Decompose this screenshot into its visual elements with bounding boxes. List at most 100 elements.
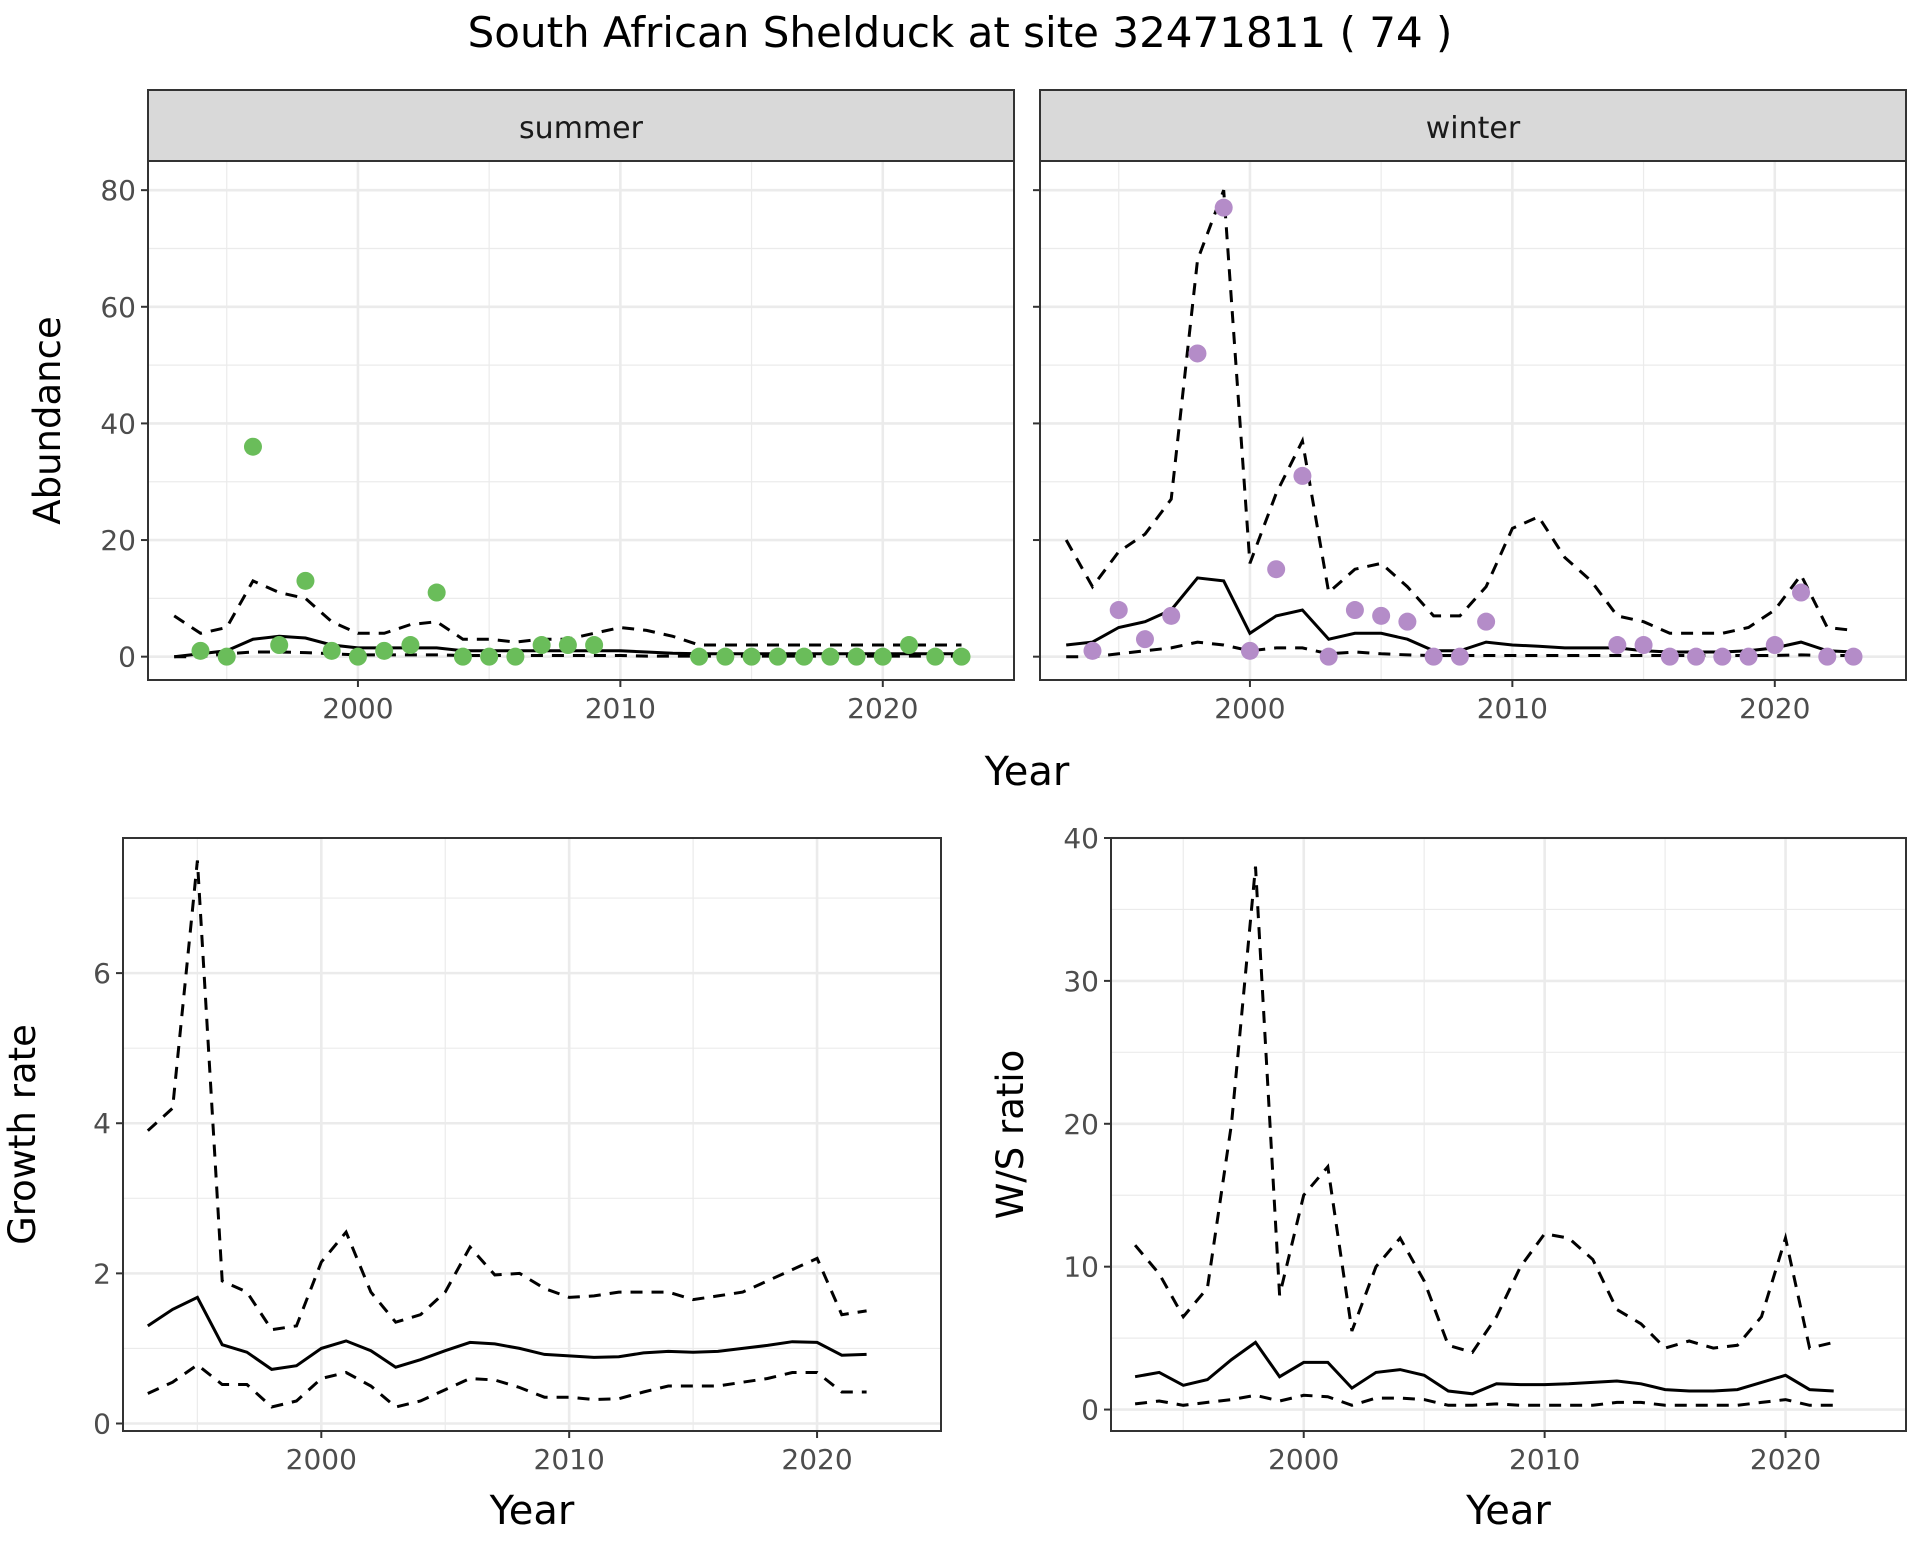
x-tick-label: 2010	[534, 1443, 605, 1476]
data-point	[1477, 612, 1496, 631]
data-point	[506, 647, 525, 666]
panel-growth: 2000 2010 2020 0 2 4 6 Growth rate Year	[1, 837, 942, 1534]
y-tick-label: 4	[93, 1107, 111, 1140]
x-tick-label: 2000	[286, 1443, 357, 1476]
data-point	[1345, 601, 1364, 620]
data-point	[1319, 647, 1338, 666]
data-point	[1450, 647, 1469, 666]
y-tick-label: 30	[1063, 965, 1099, 998]
y-tick-label: 0	[93, 1407, 111, 1440]
y-tick-label: 20	[1063, 1108, 1099, 1141]
x-tick-label: 2020	[1739, 692, 1810, 725]
data-point	[1162, 606, 1181, 625]
facet-strip-label: summer	[519, 111, 644, 146]
x-axis-title-top: Year	[984, 749, 1070, 795]
x-tick-label: 2010	[1477, 692, 1548, 725]
data-point	[585, 636, 604, 655]
x-tick-label: 2000	[1268, 1443, 1339, 1476]
data-point	[847, 647, 866, 666]
x-tick-label: 2020	[781, 1443, 852, 1476]
data-point	[427, 583, 446, 602]
plot-background	[123, 838, 941, 1431]
x-tick-label: 2010	[1509, 1443, 1580, 1476]
y-tick-label: 0	[118, 641, 136, 674]
panel-border	[1110, 837, 1907, 1432]
data-point	[1792, 583, 1811, 602]
x-tick-label: 2020	[847, 692, 918, 725]
data-point	[1267, 560, 1286, 579]
y-tick-label: 0	[1081, 1394, 1099, 1427]
y-tick-label: 20	[100, 524, 136, 557]
data-point	[1083, 641, 1102, 660]
data-point	[1372, 606, 1391, 625]
data-point	[742, 647, 761, 666]
data-point	[1608, 636, 1627, 655]
data-point	[191, 641, 210, 660]
x-axis-title: Year	[489, 1488, 575, 1534]
mean-line	[1134, 1340, 1834, 1396]
data-point	[690, 647, 709, 666]
data-point	[322, 641, 341, 660]
mean-line	[146, 1295, 867, 1371]
data-point	[768, 647, 787, 666]
data-point	[243, 437, 262, 456]
data-point	[270, 636, 289, 655]
y-axis-title: Abundance	[26, 316, 69, 524]
x-tick-label: 2010	[585, 692, 656, 725]
data-point	[296, 571, 315, 590]
x-tick-label: 2000	[1214, 692, 1285, 725]
data-point	[1818, 647, 1837, 666]
lower-bound-line	[147, 1363, 867, 1409]
y-tick-label: 10	[1063, 1251, 1099, 1284]
data-point	[1135, 630, 1154, 649]
data-point	[1240, 641, 1259, 660]
data-point	[1398, 612, 1417, 631]
x-tick-label: 2000	[322, 692, 393, 725]
plot-background	[1111, 838, 1906, 1431]
upper-bound-line	[1064, 189, 1854, 635]
facet-strip	[1039, 89, 1907, 162]
y-axis-title: Growth rate	[1, 1024, 44, 1245]
y-tick-label: 6	[93, 957, 111, 990]
data-point	[900, 636, 919, 655]
data-point	[821, 647, 840, 666]
data-point	[217, 647, 236, 666]
y-tick-label: 60	[100, 291, 136, 324]
data-point	[1634, 636, 1653, 655]
data-point	[795, 647, 814, 666]
data-point	[1739, 647, 1758, 666]
x-axis-title: Year	[1465, 1488, 1551, 1534]
data-point	[401, 636, 420, 655]
panel-winter: 2000 2010 2020 winter	[1033, 89, 1907, 725]
panel-border	[122, 837, 942, 1432]
data-point	[1214, 198, 1233, 217]
data-point	[1293, 466, 1312, 485]
data-point	[1109, 601, 1128, 620]
plot-background	[148, 161, 1014, 680]
y-axis-title: W/S ratio	[989, 1050, 1032, 1220]
data-point	[926, 647, 945, 666]
data-point	[453, 647, 472, 666]
data-point	[1765, 636, 1784, 655]
y-tick-label: 2	[93, 1257, 111, 1290]
data-point	[716, 647, 735, 666]
facet-strip-label: winter	[1426, 111, 1521, 146]
lower-bound-line	[1134, 1393, 1834, 1407]
data-point	[532, 636, 551, 655]
data-point	[1687, 647, 1706, 666]
y-tick-label: 40	[1063, 822, 1099, 855]
data-point	[1424, 647, 1443, 666]
data-point	[1188, 344, 1207, 363]
data-point	[348, 647, 367, 666]
panel-summer: 2000 2010 2020 0 20 40 60 80 summer Abundance	[26, 89, 1015, 725]
data-point	[480, 647, 499, 666]
y-tick-label: 80	[100, 174, 136, 207]
data-point	[375, 641, 394, 660]
facet-strip	[147, 89, 1015, 162]
data-point	[873, 647, 892, 666]
panel-ratio: 2000 2010 2020 0 10 20 30 40 W/S ratio Year	[989, 822, 1907, 1534]
x-tick-label: 2020	[1750, 1443, 1821, 1476]
data-point	[558, 636, 577, 655]
y-tick-label: 40	[100, 407, 136, 440]
